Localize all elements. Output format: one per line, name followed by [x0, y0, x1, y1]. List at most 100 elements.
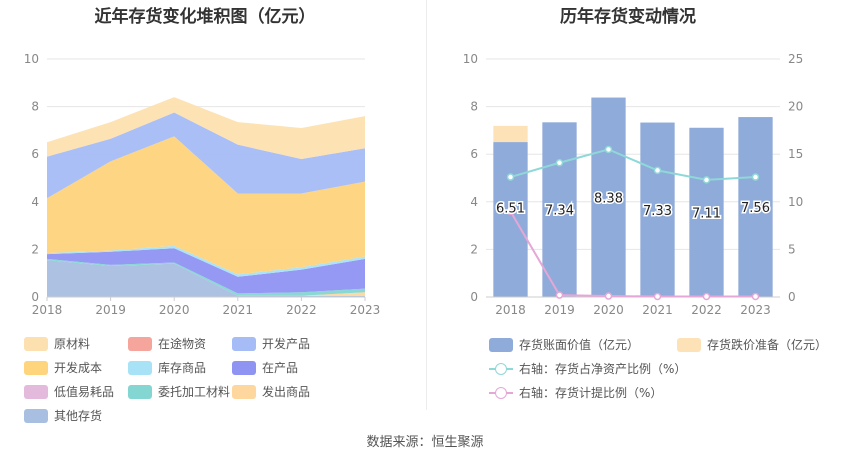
left-x-tick-label: 2022 — [286, 303, 317, 317]
legend-swatch — [24, 408, 48, 423]
left-x-tick-label: 2023 — [350, 303, 381, 317]
legend-item[interactable]: 右轴：存货占净资产比例（%） — [489, 360, 686, 377]
legend-label: 其他存货 — [54, 409, 103, 423]
legend-swatch — [24, 336, 48, 351]
legend-item[interactable]: 存货账面价值（亿元） — [489, 336, 639, 353]
legend-label: 右轴：存货计提比例（%） — [519, 386, 663, 400]
legend-item[interactable]: 其他存货 — [24, 407, 102, 424]
left-x-tick-label: 2021 — [223, 303, 254, 317]
line-series-provision-ratio — [509, 210, 756, 298]
legend-swatch — [677, 337, 701, 352]
legend-item[interactable]: 在产品 — [232, 359, 298, 376]
right-x-tick-label: 2023 — [740, 303, 771, 317]
legend-label: 库存商品 — [158, 361, 207, 375]
bar-value-label: 7.33 — [643, 204, 672, 219]
legend-swatch — [232, 384, 256, 399]
legend-label: 在产品 — [262, 361, 299, 375]
legend-label: 在途物资 — [158, 337, 207, 351]
line-series-inventory-to-net-assets — [510, 148, 756, 181]
right-x-tick-label: 2020 — [593, 303, 624, 317]
legend-item[interactable]: 原材料 — [24, 335, 90, 352]
legend-label: 原材料 — [54, 337, 91, 351]
legend-item[interactable]: 开发成本 — [24, 359, 102, 376]
line-point — [604, 292, 613, 300]
right-x-tick-label: 2022 — [691, 303, 722, 317]
legend-label: 存货跌价准备（亿元） — [707, 338, 828, 352]
area-series-开发成本 — [47, 136, 365, 275]
line-point — [506, 173, 515, 181]
legend-item[interactable]: 在途物资 — [128, 335, 206, 352]
bar-value-label: 8.38 — [594, 191, 623, 206]
left-y-tick-label: 0 — [31, 290, 39, 304]
right-y2-tick-label: 5 — [788, 242, 796, 256]
area-series-在产品 — [47, 248, 365, 294]
legend-item[interactable]: 委托加工材料 — [128, 383, 230, 400]
area-series-原材料 — [47, 97, 365, 159]
legend-swatch — [24, 384, 48, 399]
right-y-tick-label: 10 — [463, 52, 478, 66]
legend-item[interactable]: 库存商品 — [128, 359, 206, 376]
bar-impairment-provision — [493, 125, 528, 143]
right-y2-tick-label: 15 — [788, 147, 803, 161]
line-point — [702, 176, 711, 184]
legend-item[interactable]: 开发产品 — [232, 335, 310, 352]
right-y-tick-label: 2 — [470, 242, 478, 256]
line-point — [506, 207, 515, 216]
right-y-tick-label: 0 — [470, 290, 478, 304]
legend-item[interactable]: 右轴：存货计提比例（%） — [489, 384, 662, 401]
legend-label: 委托加工材料 — [158, 385, 231, 399]
right-y-tick-label: 8 — [470, 100, 478, 114]
legend-swatch — [232, 360, 256, 375]
legend-swatch — [232, 336, 256, 351]
left-y-tick-label: 8 — [31, 100, 39, 114]
left-y-tick-label: 2 — [31, 242, 39, 256]
left-y-tick-label: 6 — [31, 147, 39, 161]
line-point — [751, 173, 760, 181]
area-series-库存商品 — [47, 245, 365, 277]
line-point — [653, 166, 662, 175]
right-x-tick-label: 2018 — [495, 303, 526, 317]
legend-label: 存货账面价值（亿元） — [519, 338, 640, 352]
left-y-tick-label: 10 — [24, 52, 39, 66]
bar-value-label: 7.56 — [741, 201, 770, 216]
bar-inventory-value — [493, 142, 528, 297]
legend-item[interactable]: 低值易耗品 — [24, 383, 114, 400]
bar-inventory-value — [689, 127, 724, 297]
left-x-tick-label: 2020 — [159, 303, 190, 317]
legend-item[interactable]: 存货跌价准备（亿元） — [677, 336, 827, 353]
bar-inventory-value — [738, 117, 773, 298]
charts-canvas: 0 2 4 6 8 10 2018 2019 2020 2021 2022 2023 0 2 4 6 8 10 0 5… — [24, 52, 804, 317]
legend-swatch — [489, 386, 513, 400]
right-y2-tick-label: 0 — [788, 290, 796, 304]
bar-value-label: 7.34 — [545, 204, 574, 219]
left-x-tick-label: 2018 — [32, 303, 63, 317]
legend-swatch — [128, 336, 152, 351]
bar-value-label: 6.51 — [496, 202, 525, 217]
area-series-开发产品 — [47, 112, 365, 199]
right-y-tick-label: 6 — [470, 147, 478, 161]
left-y-tick-label: 4 — [31, 195, 39, 209]
line-point — [702, 292, 711, 301]
legend-item[interactable]: 发出商品 — [232, 383, 310, 400]
line-point — [653, 292, 662, 301]
bar-value-label: 7.11 — [692, 206, 721, 221]
right-x-tick-label: 2021 — [642, 303, 673, 317]
data-source-note: 数据来源：恒生聚源 — [366, 435, 484, 450]
right-y-tick-label: 4 — [470, 195, 478, 209]
right-y2-tick-label: 10 — [788, 195, 803, 209]
panel-divider — [426, 0, 427, 410]
line-point — [555, 291, 564, 299]
legend-swatch — [128, 384, 152, 399]
left-x-tick-label: 2019 — [95, 303, 126, 317]
legend-swatch — [24, 360, 48, 375]
line-point — [751, 292, 760, 301]
right-y2-tick-label: 20 — [788, 100, 803, 114]
bar-inventory-value — [640, 122, 675, 298]
legend-label: 开发成本 — [54, 361, 103, 375]
legend-label: 发出商品 — [262, 385, 311, 399]
legend-swatch — [128, 360, 152, 375]
legend-label: 低值易耗品 — [54, 385, 115, 399]
right-y2-tick-label: 25 — [788, 52, 803, 66]
right-chart-title: 历年存货变动情况 — [560, 7, 696, 27]
area-series-委托加工材料 — [47, 258, 365, 296]
